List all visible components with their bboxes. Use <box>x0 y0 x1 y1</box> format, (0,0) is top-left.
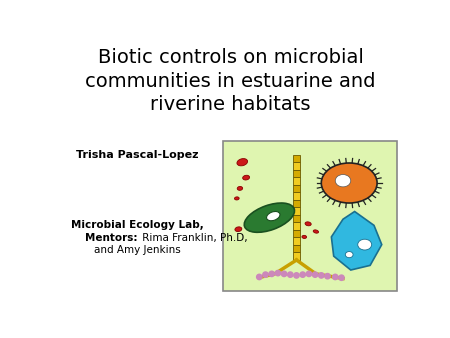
Bar <box>293 237 300 245</box>
Ellipse shape <box>335 174 351 187</box>
Ellipse shape <box>358 239 372 250</box>
Bar <box>293 245 300 252</box>
Bar <box>293 185 300 192</box>
Circle shape <box>306 271 311 276</box>
Ellipse shape <box>235 227 242 232</box>
Ellipse shape <box>305 222 311 226</box>
Circle shape <box>325 273 330 279</box>
Circle shape <box>288 272 293 277</box>
Bar <box>293 222 300 230</box>
Bar <box>223 141 397 291</box>
Text: Trisha Pascal-Lopez: Trisha Pascal-Lopez <box>76 149 199 160</box>
Ellipse shape <box>237 159 248 166</box>
Text: Mentors:: Mentors: <box>85 234 138 243</box>
Ellipse shape <box>266 212 280 221</box>
Text: and Amy Jenkins: and Amy Jenkins <box>94 245 181 255</box>
Ellipse shape <box>244 203 294 232</box>
Circle shape <box>256 274 262 280</box>
Text: Microbial Ecology Lab,: Microbial Ecology Lab, <box>71 220 204 231</box>
Bar <box>293 215 300 222</box>
Circle shape <box>300 272 306 277</box>
Circle shape <box>333 274 338 280</box>
Ellipse shape <box>321 163 377 203</box>
Circle shape <box>319 273 324 278</box>
Bar <box>293 230 300 237</box>
Text: Rima Franklin, Ph.D,: Rima Franklin, Ph.D, <box>139 234 248 243</box>
Bar <box>293 252 300 260</box>
Circle shape <box>263 272 268 277</box>
Bar <box>293 200 300 207</box>
Bar <box>293 170 300 177</box>
Bar <box>293 207 300 215</box>
Bar <box>293 177 300 185</box>
Ellipse shape <box>302 235 306 238</box>
Ellipse shape <box>243 175 250 180</box>
Circle shape <box>269 271 274 276</box>
Circle shape <box>294 273 299 278</box>
Ellipse shape <box>237 187 243 190</box>
Ellipse shape <box>313 230 319 233</box>
Bar <box>293 192 300 200</box>
Circle shape <box>281 271 287 276</box>
Ellipse shape <box>345 251 353 258</box>
Bar <box>293 154 300 162</box>
Text: Biotic controls on microbial
communities in estuarine and
riverine habitats: Biotic controls on microbial communities… <box>86 48 376 114</box>
Circle shape <box>275 270 281 276</box>
Circle shape <box>339 275 344 281</box>
Circle shape <box>312 272 318 277</box>
Polygon shape <box>331 212 382 270</box>
Ellipse shape <box>234 197 239 200</box>
Bar <box>293 162 300 170</box>
